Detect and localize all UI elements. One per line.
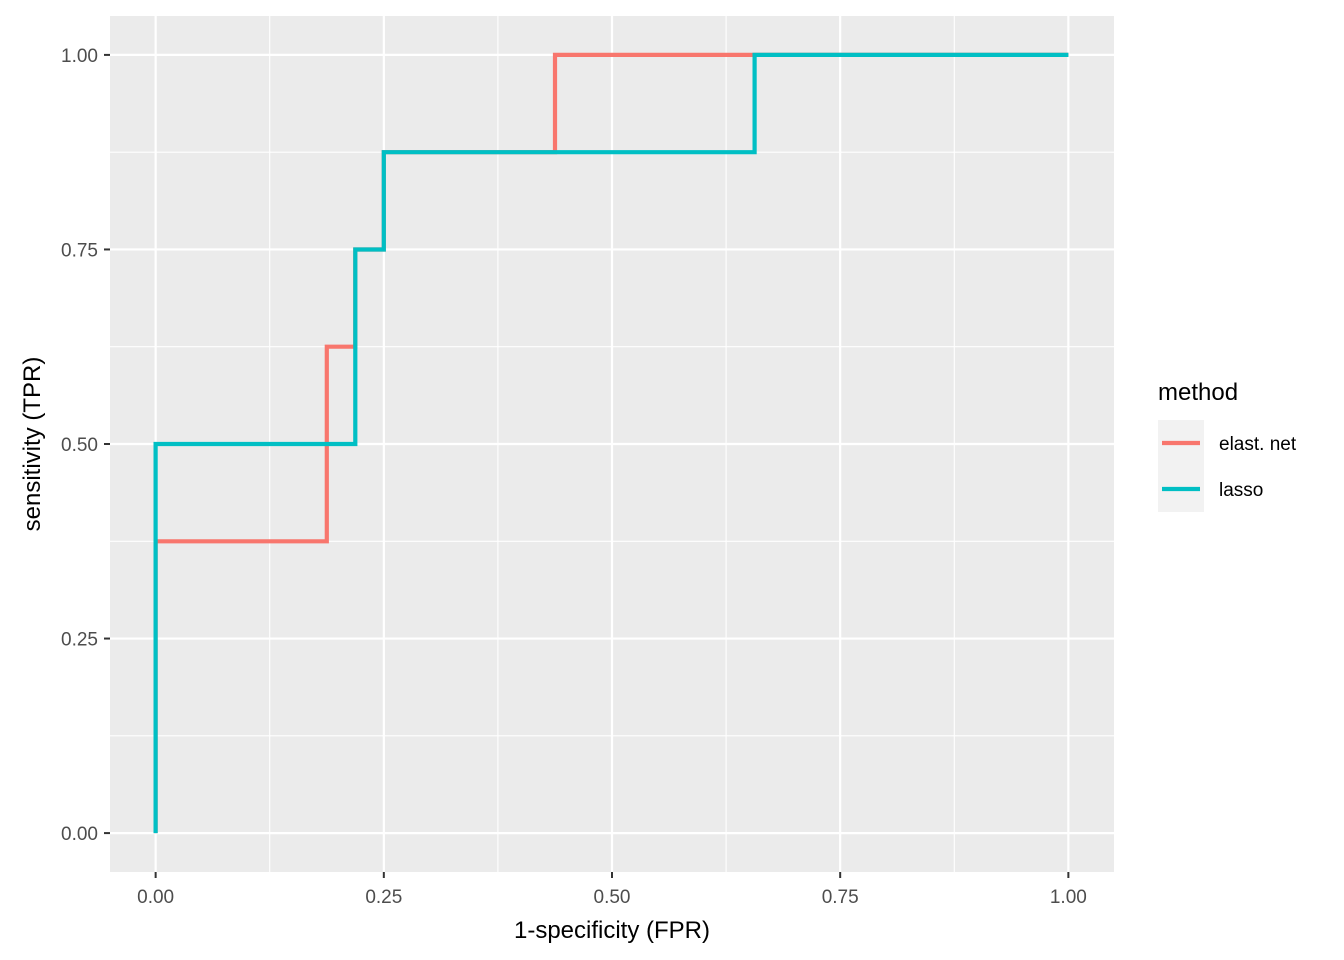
x-tick-label: 0.25 [365, 887, 402, 908]
x-tick-label: 0.75 [822, 887, 859, 908]
legend-label: lasso [1219, 480, 1263, 501]
x-tick-label: 0.50 [594, 887, 631, 908]
series-layer [153, 52, 1069, 834]
legend: method elast. net lasso [1158, 379, 1297, 512]
legend-title: method [1158, 379, 1238, 406]
x-axis-title: 1-specificity (FPR) [514, 917, 710, 944]
y-tick-label: 0.75 [61, 240, 98, 261]
legend-label: elast. net [1219, 434, 1297, 455]
series-line-lasso [153, 52, 1069, 834]
legend-items: elast. net lasso [1158, 420, 1297, 512]
y-tick-label: 1.00 [61, 46, 98, 67]
y-tick-label: 0.00 [61, 824, 98, 845]
x-tick-label: 0.00 [137, 887, 174, 908]
x-axis-ticks: 0.00 0.25 0.50 0.75 1.00 [137, 872, 1087, 908]
y-tick-label: 0.50 [61, 435, 98, 456]
y-axis-ticks: 0.00 0.25 0.50 0.75 1.00 [61, 46, 110, 845]
y-axis-title: sensitivity (TPR) [19, 357, 46, 532]
x-tick-label: 1.00 [1050, 887, 1087, 908]
y-tick-label: 0.25 [61, 630, 98, 651]
